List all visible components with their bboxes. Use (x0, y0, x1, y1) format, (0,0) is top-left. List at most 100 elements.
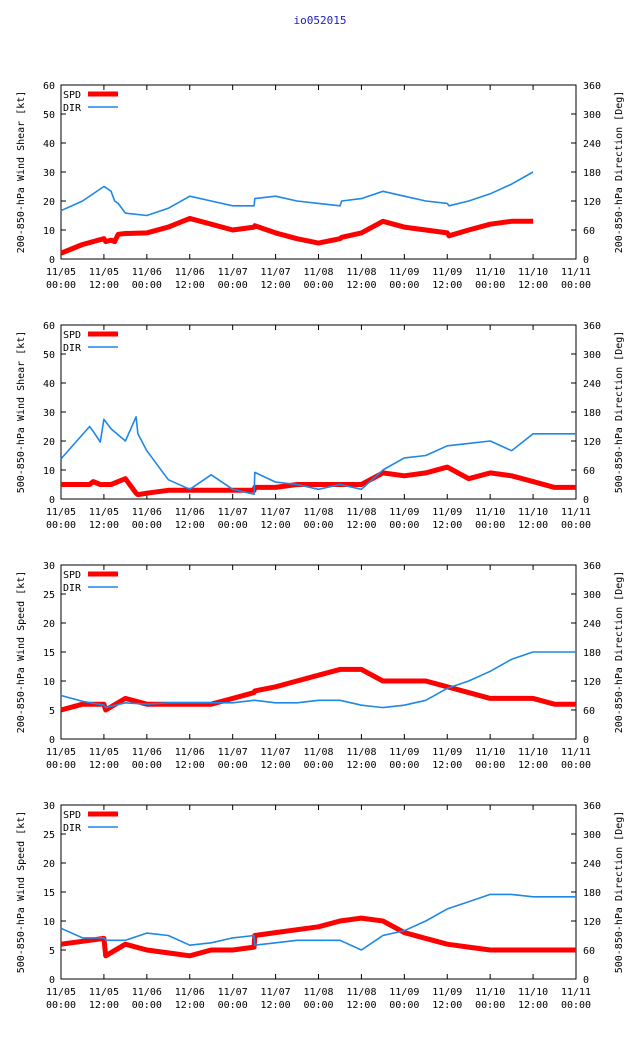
x-tick-label-date: 11/06 (175, 747, 205, 758)
x-tick-label-date: 11/09 (389, 987, 419, 998)
x-tick-label-date: 11/09 (432, 747, 462, 758)
chart-title: io052015 (294, 14, 347, 27)
x-tick-label-time: 12:00 (346, 760, 376, 771)
y-tick-label: 20 (43, 619, 55, 630)
x-tick-label-date: 11/06 (132, 987, 162, 998)
x-tick-label-time: 12:00 (432, 280, 462, 291)
panels: 010203040506006012018024030036011/0500:0… (16, 81, 625, 1011)
legend-label-spd: SPD (63, 810, 81, 821)
x-tick-label-date: 11/10 (475, 267, 505, 278)
x-tick-label-time: 00:00 (218, 1000, 248, 1011)
legend-label-spd: SPD (63, 570, 81, 581)
x-tick-label-date: 11/08 (303, 987, 333, 998)
x-tick-label-date: 11/07 (218, 267, 248, 278)
y-tick-label: 40 (43, 379, 55, 390)
panel-1: 0 10 20 30 40 50 60 0 60 120 180 240 300 360 11/05 00:0… (16, 81, 625, 291)
x-tick-label-date: 11/07 (261, 507, 291, 518)
series-line-spd (60, 666, 576, 713)
y2-tick-label: 240 (583, 619, 601, 630)
y2-tick-label: 240 (583, 379, 601, 390)
y-tick-label: 60 (43, 81, 55, 92)
y-tick-label: 50 (43, 110, 55, 121)
x-tick-label-time: 12:00 (175, 760, 205, 771)
series-line-spd (60, 915, 576, 959)
x-tick-label-date: 11/09 (432, 507, 462, 518)
x-tick-label-date: 11/05 (89, 987, 119, 998)
y2-tick-label: 0 (583, 735, 589, 746)
x-tick-label-date: 11/11 (561, 987, 591, 998)
y-tick-label: 50 (43, 350, 55, 361)
y2-tick-label: 360 (583, 561, 601, 572)
x-tick-label-time: 12:00 (518, 1000, 548, 1011)
x-tick-label-time: 00:00 (132, 1000, 162, 1011)
x-tick-label-date: 11/05 (89, 267, 119, 278)
y-tick-label: 0 (49, 495, 55, 506)
legend-label-spd: SPD (63, 90, 81, 101)
x-tick-label-time: 12:00 (432, 520, 462, 531)
x-tick-label-date: 11/05 (89, 507, 119, 518)
x-tick-label-date: 11/06 (132, 747, 162, 758)
y2-tick-label: 360 (583, 801, 601, 812)
y2-tick-label: 0 (583, 495, 589, 506)
x-tick-label-time: 00:00 (46, 1000, 76, 1011)
x-tick-label-date: 11/10 (518, 987, 548, 998)
x-tick-label-time: 12:00 (518, 520, 548, 531)
y2-tick-label: 180 (583, 408, 601, 419)
x-tick-label-date: 11/08 (346, 267, 376, 278)
x-tick-label-date: 11/08 (346, 747, 376, 758)
y-tick-label: 15 (43, 648, 55, 659)
y2-axis-label: 500-850-hPa Direction [Deg] (614, 331, 625, 494)
panel-3: 05101520253006012018024030036011/0500:00… (16, 561, 625, 771)
x-tick-label-date: 11/09 (389, 267, 419, 278)
y-tick-label: 60 (43, 321, 55, 332)
plot-frame (60, 804, 577, 980)
x-tick-label-date: 11/10 (475, 987, 505, 998)
legend-label-spd: SPD (63, 330, 81, 341)
x-tick-label-date: 11/06 (175, 507, 205, 518)
x-tick-label-date: 11/08 (346, 987, 376, 998)
y2-tick-label: 300 (583, 110, 601, 121)
x-tick-label-time: 12:00 (346, 1000, 376, 1011)
panel-4: 05101520253006012018024030036011/0500:00… (16, 801, 625, 1011)
x-tick-label-time: 12:00 (89, 760, 119, 771)
y2-tick-label: 120 (583, 197, 601, 208)
y2-tick-label: 240 (583, 859, 601, 870)
y-tick-label: 20 (43, 437, 55, 448)
y2-tick-label: 360 (583, 81, 601, 92)
y2-axis-label: 200-850-hPa Direction [Deg] (614, 571, 625, 734)
series-line-spd (61, 464, 576, 498)
x-tick-label-date: 11/11 (561, 267, 591, 278)
y-tick-label: 10 (43, 677, 55, 688)
x-tick-label-date: 11/08 (303, 267, 333, 278)
x-tick-label-time: 00:00 (46, 760, 76, 771)
y2-tick-label: 60 (583, 946, 595, 957)
y-tick-label: 25 (43, 590, 55, 601)
y2-tick-label: 180 (583, 888, 601, 899)
y-axis-label: 500-850-hPa Wind Shear [kt] (16, 331, 27, 494)
x-tick-label-time: 12:00 (518, 760, 548, 771)
series-line-spd (60, 215, 534, 256)
x-tick-label-time: 00:00 (561, 520, 591, 531)
y2-tick-label: 300 (583, 830, 601, 841)
series-line-dir (60, 171, 534, 217)
x-tick-label-time: 00:00 (475, 520, 505, 531)
x-tick-label-time: 12:00 (518, 280, 548, 291)
x-tick-label-date: 11/07 (218, 507, 248, 518)
x-tick-label-date: 11/05 (46, 747, 76, 758)
x-tick-label-time: 12:00 (175, 280, 205, 291)
x-tick-label-time: 00:00 (218, 760, 248, 771)
legend-label-dir: DIR (63, 823, 82, 834)
y2-tick-label: 300 (583, 350, 601, 361)
x-tick-label-time: 12:00 (346, 280, 376, 291)
y-tick-label: 5 (49, 706, 55, 717)
x-tick-label-date: 11/07 (261, 747, 291, 758)
x-tick-label-date: 11/06 (132, 267, 162, 278)
x-tick-label-date: 11/10 (475, 507, 505, 518)
x-tick-label-time: 00:00 (389, 1000, 419, 1011)
plot-frame (60, 564, 577, 740)
x-tick-label-time: 12:00 (89, 280, 119, 291)
x-tick-label-time: 12:00 (432, 1000, 462, 1011)
y-tick-label: 5 (49, 946, 55, 957)
y-axis-label: 500-850-hPa Wind Speed [kt] (16, 811, 27, 974)
x-tick-label-time: 00:00 (303, 760, 333, 771)
